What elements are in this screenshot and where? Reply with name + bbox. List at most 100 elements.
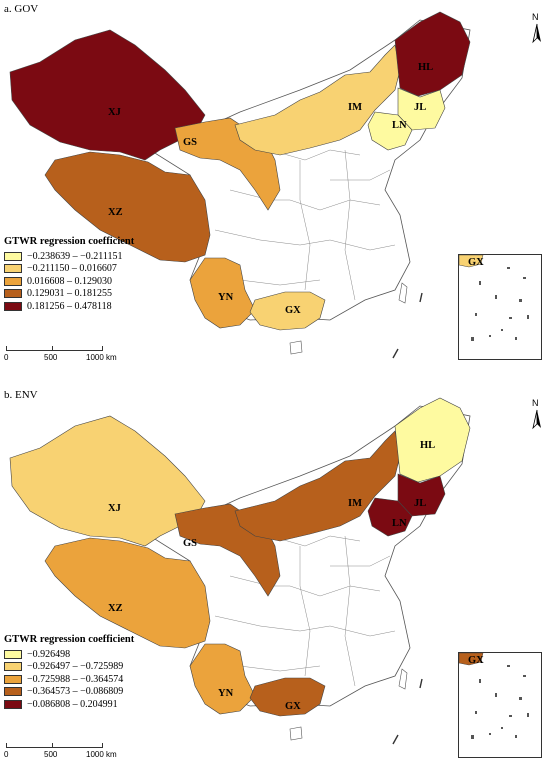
label-xj: XJ	[108, 503, 121, 514]
legend-item: −0.926497 – −0.725989	[4, 661, 144, 674]
legend-label: −0.238639 – −0.211151	[27, 250, 123, 262]
region-gx	[249, 291, 326, 331]
legend-label: 0.129031 – 0.181255	[27, 288, 112, 300]
legend-label: −0.364573 – −0.086809	[27, 686, 124, 698]
panel-title: a. GOV	[4, 3, 39, 15]
legend-item: −0.086808 – 0.204991	[4, 698, 144, 711]
legend-swatch	[4, 276, 22, 286]
legend-item: 0.181256 – 0.478118	[4, 300, 144, 313]
north-arrow: N	[527, 12, 547, 46]
scale-label-zero: 0	[4, 353, 9, 362]
north-arrow-icon	[532, 23, 541, 44]
label-xz: XZ	[108, 603, 123, 614]
region-im	[234, 44, 401, 156]
scale-label-end: 1000 km	[86, 353, 117, 362]
legend-swatch	[4, 674, 22, 684]
legend-item: −0.238639 – −0.211151	[4, 250, 144, 263]
label-yn: YN	[218, 688, 234, 699]
label-xz: XZ	[108, 207, 123, 218]
island-taiwan	[398, 282, 408, 304]
label-jl: JL	[414, 102, 426, 113]
inset-label: GX	[468, 655, 484, 666]
region-xz	[44, 151, 211, 263]
legend-label: −0.086808 – 0.204991	[27, 698, 118, 710]
south-china-sea-inset: GX	[458, 254, 542, 360]
inset-islands	[471, 665, 529, 739]
legend-swatch	[4, 687, 22, 697]
legend-item: 0.016608 – 0.129030	[4, 275, 144, 288]
scale-bar-line	[6, 743, 103, 748]
legend-title: GTWR regression coefficient	[4, 634, 135, 645]
north-label: N	[532, 398, 539, 408]
label-hl: HL	[418, 62, 433, 73]
legend-item: −0.364573 – −0.086809	[4, 686, 144, 699]
scale-bar: 0 500 1000 km	[4, 346, 117, 368]
legend-title: GTWR regression coefficient	[4, 236, 135, 247]
province-borders	[214, 149, 396, 301]
china-map: HL JL LN IM GS XJ XZ YN GX	[9, 11, 471, 359]
legend-label: −0.211150 – 0.016607	[27, 263, 117, 275]
island-taiwan	[398, 668, 408, 690]
label-hl: HL	[420, 440, 435, 451]
inset-region	[458, 254, 484, 268]
legend-swatch	[4, 662, 22, 672]
legend-label: −0.725988 – −0.364574	[27, 673, 124, 685]
region-hl	[394, 397, 471, 483]
region-xj	[9, 29, 206, 161]
legend-label: −0.926497 – −0.725989	[27, 661, 124, 673]
label-xj: XJ	[108, 107, 121, 118]
region-yn	[189, 643, 256, 715]
region-xj	[9, 415, 206, 547]
legend-swatch	[4, 289, 22, 299]
region-xz	[44, 537, 211, 649]
scale-label-mid: 500	[44, 353, 58, 362]
map-panel-gov: a. GOV H	[4, 3, 547, 368]
region-gx	[249, 677, 326, 717]
panel-title: b. ENV	[4, 389, 38, 401]
region-im	[234, 430, 401, 542]
label-ln: LN	[392, 518, 407, 529]
north-label: N	[532, 12, 539, 22]
north-arrow-icon	[532, 409, 541, 430]
scale-bar-line	[6, 346, 103, 351]
label-gx: GX	[285, 305, 301, 316]
region-yn	[189, 257, 256, 329]
map-panel-env: b. ENV HL JL LN IM	[0, 386, 550, 772]
label-gs: GS	[183, 538, 197, 549]
legend-item: −0.725988 – −0.364574	[4, 673, 144, 686]
china-map: HL JL LN IM GS XJ XZ YN GX	[9, 397, 471, 745]
inset-islands	[471, 267, 529, 341]
label-gs: GS	[183, 137, 197, 148]
label-gx: GX	[285, 701, 301, 712]
legend-item: 0.129031 – 0.181255	[4, 288, 144, 301]
legend-swatch	[4, 699, 22, 709]
label-jl: JL	[414, 498, 426, 509]
region-hl	[394, 11, 471, 97]
legend: GTWR regression coefficient −0.926498 −0…	[4, 634, 144, 711]
legend-swatch	[4, 301, 22, 311]
legend-label: −0.926498	[27, 648, 71, 660]
legend: GTWR regression coefficient −0.238639 – …	[4, 236, 144, 313]
legend-swatch	[4, 251, 22, 261]
legend-swatch	[4, 264, 22, 274]
label-im: IM	[348, 498, 362, 509]
island-hainan	[289, 726, 303, 741]
legend-item: −0.926498	[4, 648, 144, 661]
island-hainan	[289, 340, 303, 355]
legend-item: −0.211150 – 0.016607	[4, 263, 144, 276]
scale-label-end: 1000 km	[86, 750, 117, 759]
scale-label-zero: 0	[4, 750, 9, 759]
label-yn: YN	[218, 292, 234, 303]
region-ln	[367, 111, 413, 151]
region-ln	[367, 497, 413, 537]
scale-label-mid: 500	[44, 750, 58, 759]
inset-label: GX	[468, 257, 484, 268]
label-ln: LN	[392, 120, 407, 131]
label-im: IM	[348, 102, 362, 113]
scale-bar: 0 500 1000 km	[4, 743, 117, 765]
south-china-sea-inset: GX	[458, 652, 542, 758]
legend-swatch	[4, 649, 22, 659]
inset-region	[458, 652, 484, 666]
province-borders	[214, 535, 396, 687]
legend-label: 0.181256 – 0.478118	[27, 300, 112, 312]
